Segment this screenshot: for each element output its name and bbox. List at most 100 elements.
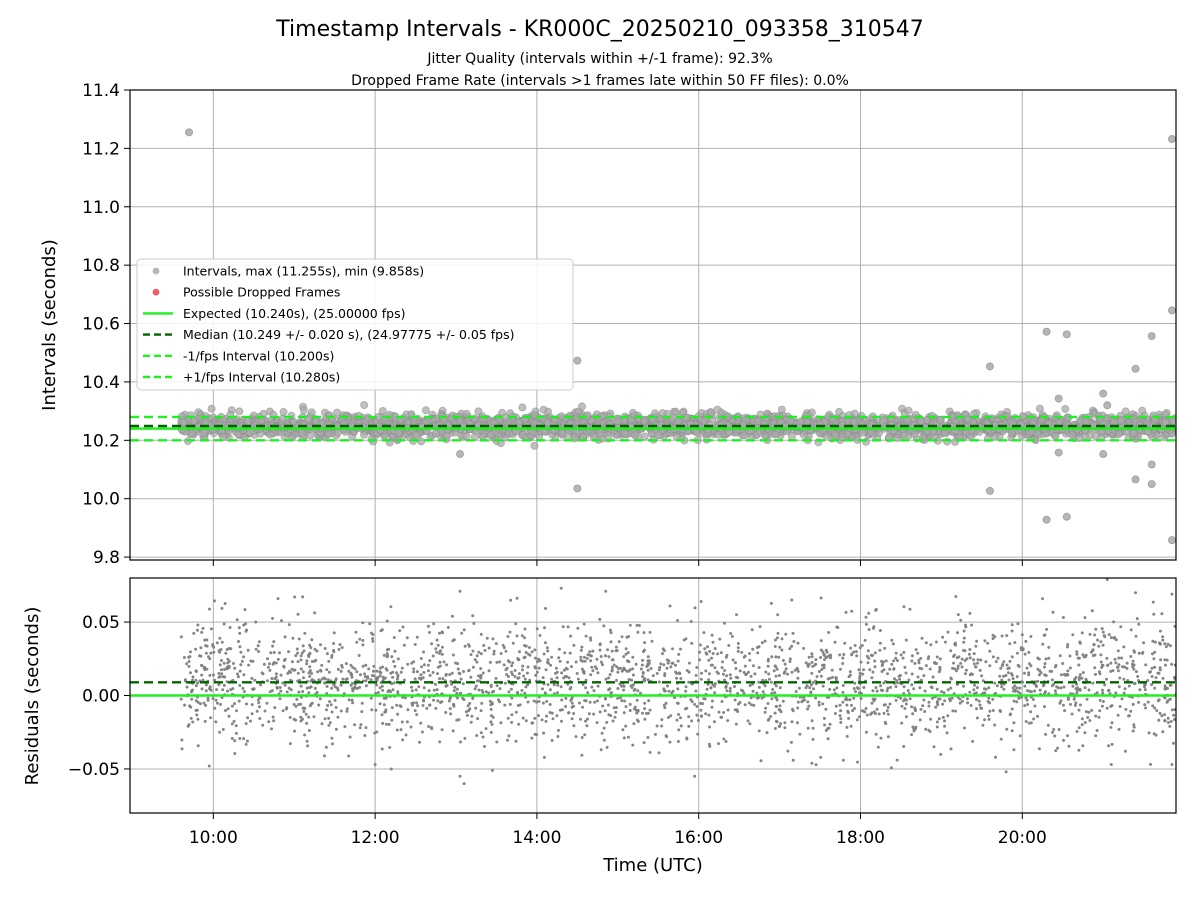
bot-point [642,741,646,745]
bot-point [422,671,426,674]
top-outlier-point [1147,332,1156,341]
bot-point [257,650,261,653]
top-outlier-point [1062,330,1071,339]
bot-point [487,669,491,673]
bot-point [839,667,842,671]
bot-point [489,683,493,687]
bot-point [544,719,548,723]
bot-point [588,650,592,654]
bot-point [330,710,334,714]
bot-point [831,675,834,679]
bot-point [182,656,186,659]
bot-point [981,691,985,695]
bot-point [1033,689,1037,693]
bot-point [707,658,711,662]
bot-point [662,663,666,667]
bot-point [1137,700,1140,704]
top-outlier-point [573,484,582,493]
bot-point [722,711,726,714]
bot-point [907,678,911,682]
bot-point [422,663,426,667]
top-point [761,431,770,440]
bot-point [467,668,471,672]
bot-point [308,674,312,678]
bot-point [815,675,819,679]
bot-point [434,706,438,710]
bot-point [441,631,444,635]
bot-point [1161,638,1165,642]
bot-point [1090,609,1094,613]
bot-point [246,716,250,720]
bot-point [427,725,431,728]
bot-point [862,686,866,689]
bot-point [811,726,815,730]
bot-point [761,678,765,682]
legend-entry: Possible Dropped Frames [152,285,340,300]
bot-point [521,664,525,668]
bot-point [242,673,246,677]
bot-point [1127,714,1131,718]
bot-point [392,636,396,639]
bot-point [720,700,724,703]
top-point [658,409,667,418]
bot-point [894,651,898,655]
bot-point [410,685,413,689]
bot-point [557,728,560,732]
bot-point [1008,642,1012,646]
bot-point [432,698,435,702]
bot-point [431,671,435,674]
bot-point [230,722,234,726]
bot-point [457,671,461,675]
bot-point [1134,670,1138,674]
bot-point [305,686,309,690]
bot-point [337,647,341,651]
bot-point [850,609,854,613]
bot-point [266,657,269,661]
bot-point [1166,716,1170,720]
bot-point [494,676,498,680]
bot-point [320,677,324,681]
bot-point [440,645,444,649]
bot-point [1109,669,1113,673]
bot-point [228,626,232,629]
bot-point [624,724,628,728]
bot-point [806,663,810,667]
bot-point [313,686,317,690]
bot-point [927,728,931,732]
bot-point [853,681,857,685]
bot-point [888,702,892,706]
bot-point [381,688,385,692]
bot-point [892,659,896,663]
bot-point [769,680,773,684]
top-point [306,431,315,440]
bot-point [916,651,920,655]
bot-point [585,724,589,728]
bot-point [280,619,283,623]
bot-point [1098,709,1102,713]
bot-point [191,675,195,679]
bot-point [890,662,894,666]
bot-point [246,648,250,652]
bot-point [1099,653,1103,657]
bot-point [623,699,626,703]
bot-point [587,712,591,716]
bot-point [710,699,714,703]
bot-point [706,682,710,686]
bot-point [936,703,940,707]
bot-point [256,698,260,702]
bot-point [506,716,510,720]
bot-point [956,613,960,617]
bot-point [709,686,713,690]
bot-point [200,663,203,667]
bot-point [952,655,955,658]
bot-point [1107,633,1111,637]
bot-point [1061,616,1065,619]
top-point [243,417,252,426]
bot-point [392,681,396,685]
bot-point [857,691,861,695]
bot-point [954,595,958,598]
bot-point [484,690,488,694]
bot-point [607,688,611,692]
bot-point [524,685,528,689]
bot-point [233,739,237,743]
